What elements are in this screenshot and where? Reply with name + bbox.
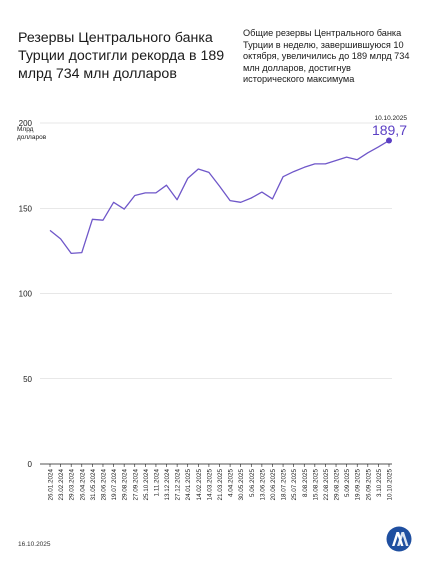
chart-subtitle: Общие резервы Центрального банка Турции … xyxy=(243,28,410,84)
publication-date: 16.10.2025 xyxy=(18,541,51,548)
x-tick-label: 26.09.2025 xyxy=(365,469,372,501)
y-tick-labels: 0 50 100 150 200 xyxy=(19,119,33,469)
x-tick-label: 28.06.2024 xyxy=(100,469,107,501)
y-tick-label: 150 xyxy=(19,204,33,213)
x-tick-label: 25.07.2025 xyxy=(291,469,298,501)
annotation-date: 10.10.2025 xyxy=(374,115,407,122)
x-tick-label: 29.08.2024 xyxy=(122,469,129,501)
x-tick-label: 25.10.2024 xyxy=(143,469,150,501)
y-tick-label: 50 xyxy=(23,375,32,384)
x-tick-label: 14.03.2025 xyxy=(206,469,213,501)
agency-logo xyxy=(386,526,412,557)
grid-layer xyxy=(40,122,392,465)
x-tick-label: 14.02.2025 xyxy=(196,469,203,501)
x-tick-label: 4.04.2025 xyxy=(228,469,235,498)
y-tick-label: 100 xyxy=(19,290,33,299)
x-tick-label: 26.01.2024 xyxy=(48,469,55,501)
x-tick-labels: 26.01.2024 23.02.2024 29.03.2024 26.04.2024… xyxy=(48,464,394,501)
annotation-value: 189,7 xyxy=(372,122,407,138)
x-tick-label: 26.04.2024 xyxy=(79,469,86,501)
chart-title: Резервы Центрального банка Турции достиг… xyxy=(18,30,225,82)
x-tick-label: 29.03.2024 xyxy=(69,469,76,501)
y-axis-label: Млрд долларов xyxy=(17,126,47,141)
x-tick-label: 8.08.2025 xyxy=(302,469,309,498)
series-line xyxy=(49,140,390,255)
x-tick-label: 23.02.2024 xyxy=(58,469,65,501)
x-tick-label: 15.08.2025 xyxy=(312,469,319,501)
x-tick-label: 27.12.2024 xyxy=(175,469,182,501)
x-tick-label: 24.01.2025 xyxy=(185,469,192,501)
x-tick-label: 5.09.2025 xyxy=(344,469,351,498)
x-tick-label: 30.05.2025 xyxy=(238,469,245,501)
x-tick-label: 13.12.2024 xyxy=(164,469,171,501)
x-tick-label: 18.07.2025 xyxy=(281,469,288,501)
x-tick-label: 21.03.2025 xyxy=(217,469,224,501)
x-tick-label: 1.11.2024 xyxy=(153,469,160,497)
x-tick-label: 31.05.2024 xyxy=(90,469,97,501)
aa-logo-icon xyxy=(386,526,412,552)
y-axis-label-line: долларов xyxy=(17,134,47,141)
x-tick-label: 13.06.2025 xyxy=(259,469,266,501)
x-tick-label: 22.08.2025 xyxy=(323,469,330,501)
series-layer xyxy=(49,137,392,255)
x-tick-label: 19.07.2024 xyxy=(111,469,118,501)
y-tick-label: 0 xyxy=(28,460,33,469)
x-tick-label: 27.09.2024 xyxy=(132,469,139,501)
x-tick-label: 29.08.2025 xyxy=(334,469,341,501)
x-tick-label: 10.10.2025 xyxy=(387,469,394,501)
x-tick-label: 19.09.2025 xyxy=(355,469,362,501)
x-tick-label: 5.06.2025 xyxy=(249,469,256,498)
y-axis-label-line: Млрд xyxy=(17,126,34,133)
x-tick-label: 3.10.2025 xyxy=(376,469,383,498)
y-tick-label: 200 xyxy=(19,119,33,128)
last-value-point xyxy=(386,137,392,144)
x-tick-label: 20.06.2025 xyxy=(270,469,277,501)
